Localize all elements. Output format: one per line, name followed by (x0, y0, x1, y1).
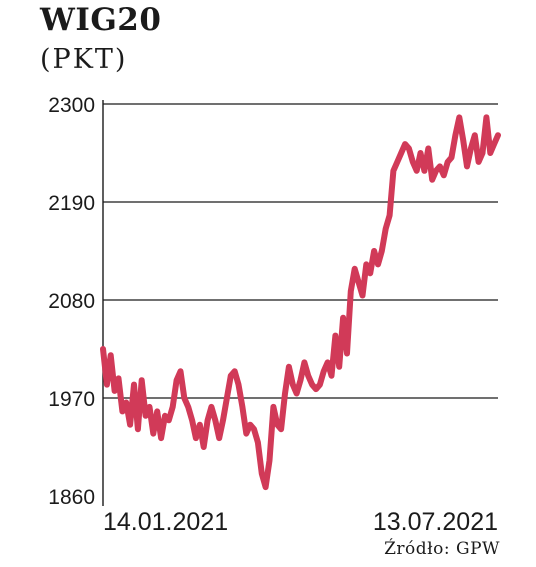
chart-title: WIG20 (40, 2, 162, 38)
y-axis-labels: 1860 1970 2080 2190 2300 (48, 94, 95, 509)
unit-label: (PKT) (40, 44, 128, 75)
x-axis-labels: 14.01.2021 13.07.2021 (103, 508, 498, 536)
source-note: Źródło: GPW (384, 539, 500, 559)
y-tick-label: 1970 (48, 388, 95, 411)
wig20-line (100, 114, 501, 491)
x-label-start: 14.01.2021 (103, 508, 228, 536)
y-tick-label: 2190 (48, 192, 95, 215)
x-label-end: 13.07.2021 (373, 508, 498, 536)
series-line (100, 114, 501, 491)
y-tick-label: 2300 (48, 94, 95, 117)
y-tick-label: 1860 (48, 486, 95, 509)
grid (102, 100, 498, 506)
y-tick-label: 2080 (48, 290, 95, 313)
